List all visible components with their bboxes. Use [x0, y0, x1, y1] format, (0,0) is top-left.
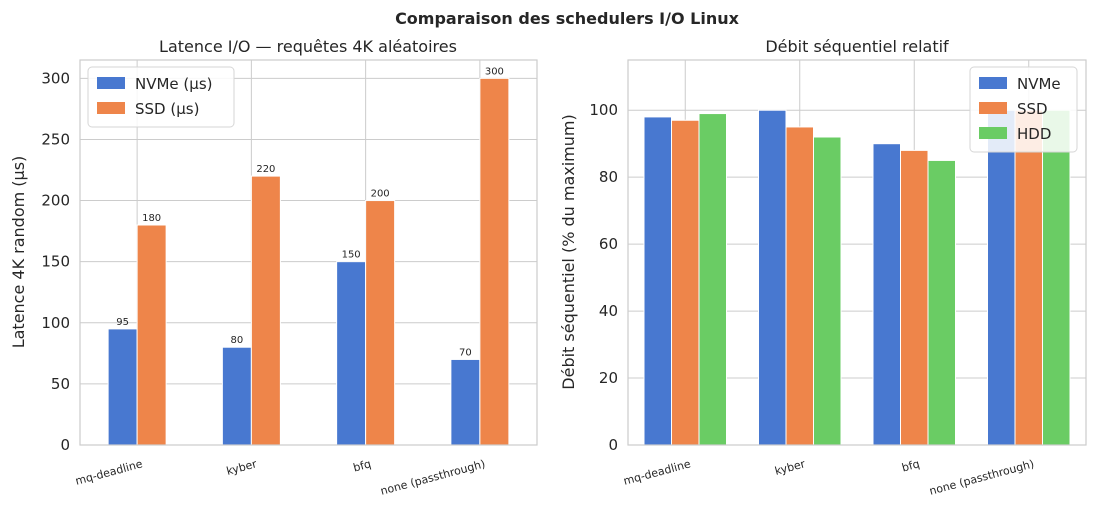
latency-chart-title: Latence I/O — requêtes 4K aléatoires — [159, 37, 457, 56]
y-tick-label: 0 — [60, 436, 70, 454]
bar-value-label: 180 — [142, 213, 161, 224]
legend-swatch — [979, 77, 1007, 89]
x-tick-label: none (passthrough) — [928, 457, 1036, 497]
throughput-chart: Débit séquentiel relatif Débit séquentie… — [559, 37, 1087, 498]
legend-swatch — [979, 102, 1007, 114]
bar — [927, 159, 956, 446]
y-tick-label: 0 — [608, 436, 618, 454]
bar — [643, 116, 672, 446]
bar — [479, 77, 510, 446]
x-tick-label: kyber — [225, 457, 259, 478]
latency-chart: Latence I/O — requêtes 4K aléatoires Lat… — [9, 37, 538, 498]
x-tick-label: kyber — [773, 457, 807, 478]
bar-value-label: 95 — [116, 317, 129, 328]
bar — [450, 358, 481, 446]
bar — [758, 109, 787, 446]
x-tick-label: bfq — [900, 457, 921, 474]
y-tick-label: 200 — [41, 192, 70, 210]
bar — [785, 126, 814, 446]
y-tick-label: 300 — [41, 69, 70, 87]
bar — [813, 136, 842, 446]
y-tick-label: 50 — [51, 375, 70, 393]
bar — [107, 328, 138, 446]
legend-label: HDD — [1017, 125, 1051, 143]
bar — [1014, 109, 1043, 446]
figure-title: Comparaison des schedulers I/O Linux — [395, 9, 740, 28]
latency-y-axis-label: Latence 4K random (µs) — [9, 156, 28, 349]
bar-value-label: 200 — [371, 189, 390, 200]
bar — [872, 143, 901, 446]
bar-value-label: 300 — [485, 66, 504, 77]
legend: NVMe (µs) SSD (µs) — [87, 66, 235, 128]
legend-label: NVMe (µs) — [135, 75, 212, 93]
legend-swatch — [979, 127, 1007, 139]
bar — [900, 149, 929, 446]
bar-value-label: 70 — [459, 347, 472, 358]
bar — [365, 200, 396, 446]
axes-frame — [79, 59, 538, 446]
bar — [698, 113, 727, 446]
bar — [1042, 109, 1071, 446]
bar-value-label: 150 — [342, 250, 361, 261]
y-tick-label: 250 — [41, 130, 70, 148]
legend-label: NVMe — [1017, 75, 1061, 93]
bar — [987, 109, 1016, 446]
legend-swatch — [97, 77, 125, 89]
axes-frame — [627, 59, 1087, 446]
bar-value-label: 80 — [231, 335, 244, 346]
y-tick-label: 40 — [599, 302, 618, 320]
bar — [336, 261, 367, 446]
x-tick-label: mq-deadline — [74, 457, 144, 487]
throughput-y-axis-label: Débit séquentiel (% du maximum) — [559, 114, 578, 389]
y-tick-label: 150 — [41, 253, 70, 271]
x-tick-label: none (passthrough) — [379, 457, 487, 497]
legend-label: SSD — [1017, 100, 1048, 118]
legend-swatch — [97, 102, 125, 114]
bar — [671, 119, 700, 446]
y-tick-label: 60 — [599, 235, 618, 253]
y-tick-label: 20 — [599, 369, 618, 387]
throughput-chart-title: Débit séquentiel relatif — [765, 37, 949, 56]
legend-label: SSD (µs) — [135, 100, 199, 118]
bar-value-label: 220 — [256, 164, 275, 175]
bar — [250, 175, 281, 446]
bar — [221, 346, 252, 446]
y-tick-label: 100 — [589, 101, 618, 119]
x-tick-label: mq-deadline — [622, 457, 692, 487]
bar — [136, 224, 167, 446]
y-tick-label: 100 — [41, 314, 70, 332]
x-tick-label: bfq — [352, 457, 373, 474]
y-tick-label: 80 — [599, 168, 618, 186]
legend: NVMe SSD HDD — [969, 66, 1078, 153]
